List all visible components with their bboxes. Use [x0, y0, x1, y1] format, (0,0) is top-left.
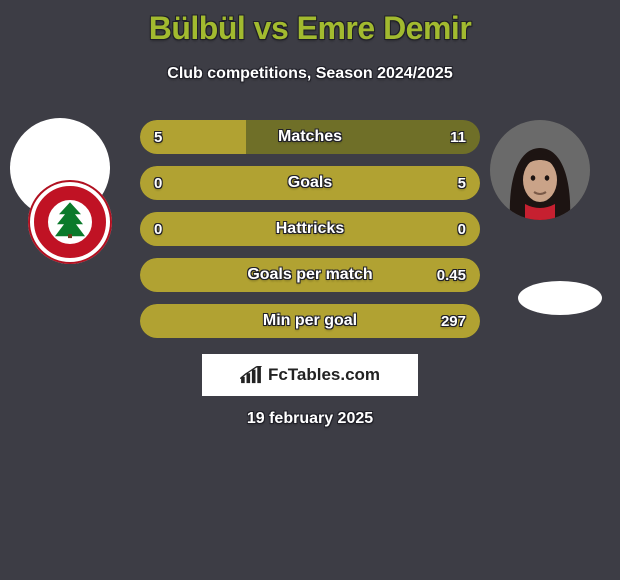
avatar-placeholder-icon [10, 151, 110, 185]
stat-label: Min per goal [140, 304, 480, 338]
club-right-badge [518, 256, 602, 340]
stat-row: Matches5 11 [140, 120, 480, 154]
stat-row: Hattricks0 0 [140, 212, 480, 246]
stat-value-left: 0 [154, 166, 162, 200]
stat-label: Matches [140, 120, 480, 154]
stat-row: Goals per match0.45 [140, 258, 480, 292]
club-left-badge [28, 180, 112, 264]
stat-value-right: 5 [458, 166, 466, 200]
date-text: 19 february 2025 [0, 410, 620, 428]
stat-row: Goals0 5 [140, 166, 480, 200]
subtitle: Club competitions, Season 2024/2025 [0, 65, 620, 83]
stat-value-right: 0 [458, 212, 466, 246]
player-right-avatar [490, 120, 590, 220]
stat-row: Min per goal297 [140, 304, 480, 338]
bar-chart-icon [240, 366, 262, 384]
portrait-icon [490, 120, 590, 220]
stats-rows: Matches511Goals05Hattricks00Goals per ma… [140, 120, 480, 350]
stat-value-left: 0 [154, 212, 162, 246]
brand-box: FcTables.com [202, 354, 418, 396]
stat-value-left: 5 [154, 120, 162, 154]
stat-value-right: 0.45 [437, 258, 466, 292]
stat-value-right: 297 [441, 304, 466, 338]
page-title: Bülbül vs Emre Demir [0, 0, 620, 47]
club-placeholder-icon [518, 281, 602, 315]
brand-text: FcTables.com [268, 365, 380, 385]
umraniye-badge-icon [28, 180, 112, 264]
stat-label: Goals [140, 166, 480, 200]
comparison-infographic: Bülbül vs Emre Demir Club competitions, … [0, 0, 620, 580]
stat-label: Hattricks [140, 212, 480, 246]
stat-value-right: 11 [450, 120, 466, 154]
stat-label: Goals per match [140, 258, 480, 292]
